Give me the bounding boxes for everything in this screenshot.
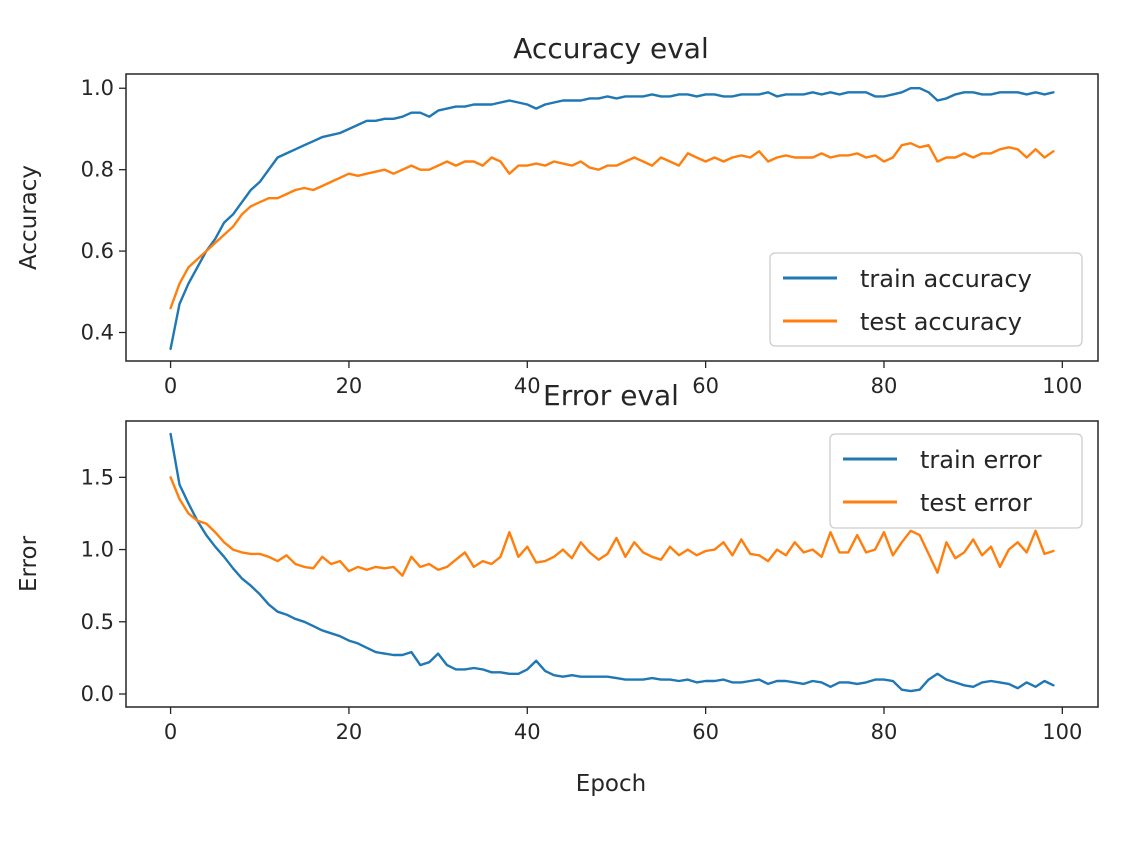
x-tick-label: 20: [336, 720, 363, 744]
axes-frame: [125, 420, 1099, 708]
y-tick-label: 0.6: [81, 239, 114, 263]
series-line-train-accuracy: [169, 86, 1055, 350]
legend: train error test error: [829, 433, 1083, 529]
y-tick-label: 0.5: [81, 610, 114, 634]
x-tick-label: 20: [336, 374, 363, 398]
legend-label-test-error: test error: [920, 489, 1032, 517]
x-tick-label: 0: [164, 374, 177, 398]
y-tick-label: 0.8: [81, 158, 114, 182]
x-tick-label: 0: [164, 720, 177, 744]
legend: train accuracy test accuracy: [769, 252, 1083, 347]
x-tick-label: 60: [692, 374, 719, 398]
accuracy-panel: 0 20 40 60 80 100 0.4 0.6 0.8 1.0 Accuracy Accuracy…: [16, 32, 1099, 398]
chart-title: Accuracy eval: [513, 32, 708, 65]
y-axis-label: Error: [16, 535, 42, 592]
legend-box: [769, 252, 1083, 347]
x-tick-label: 80: [871, 374, 898, 398]
x-tick-label: 100: [1042, 374, 1082, 398]
y-tick-label: 0.0: [81, 682, 114, 706]
y-tick-label: 1.0: [81, 76, 114, 100]
axes-frame: [125, 73, 1099, 362]
legend-label-test-accuracy: test accuracy: [860, 308, 1022, 336]
x-tick-label: 60: [692, 720, 719, 744]
legend-label-train-accuracy: train accuracy: [860, 265, 1032, 293]
x-tick-label: 40: [514, 720, 541, 744]
series-line-test-accuracy: [169, 141, 1055, 310]
y-tick-label: 1.5: [81, 465, 114, 489]
series-line-test-error: [169, 476, 1055, 577]
x-tick-label: 100: [1042, 720, 1082, 744]
chart-title: Error eval: [543, 379, 679, 412]
x-tick-label: 80: [871, 720, 898, 744]
legend-label-train-error: train error: [920, 446, 1042, 474]
error-panel: 0 20 40 60 80 100 0.0 0.5 1.0 1.5 Error Epoch Error …: [16, 379, 1099, 797]
y-tick-label: 0.4: [81, 321, 114, 345]
x-tick-label: 40: [514, 374, 541, 398]
y-tick-label: 1.0: [81, 538, 114, 562]
x-axis-label: Epoch: [576, 771, 646, 797]
series-line-train-error: [169, 432, 1055, 693]
y-axis-label: Accuracy: [16, 165, 42, 270]
